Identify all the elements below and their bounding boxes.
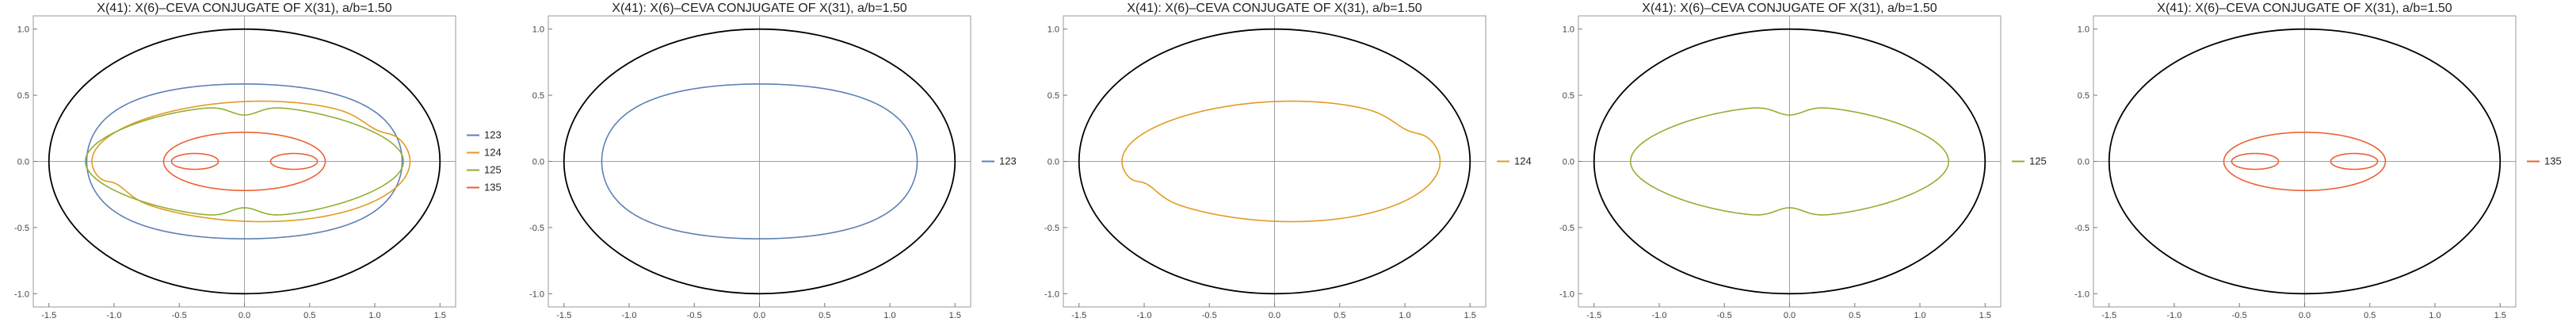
series-124-curve [91,100,411,223]
x-tick-label: 1.5 [434,311,446,320]
x-tick-label: -1.5 [1071,311,1086,320]
x-tick-label: 0.5 [1334,311,1345,320]
chart-title: X(41): X(6)–CEVA CONJUGATE OF X(31), a/b… [1127,2,1422,15]
x-tick-label: -0.5 [1717,311,1732,320]
chart-panel-1: X(41): X(6)–CEVA CONJUGATE OF X(31), a/b… [14,2,502,320]
x-tick-label: -1.0 [622,311,637,320]
series-123-curve [86,83,403,240]
series-135-curve [162,131,326,192]
y-tick-label: -0.5 [2074,224,2089,233]
y-tick-label: -0.5 [1559,224,1574,233]
x-tick-label: -0.5 [687,311,702,320]
legend-label-123: 123 [484,129,502,141]
x-tick-label: -0.5 [2232,311,2247,320]
chart-title: X(41): X(6)–CEVA CONJUGATE OF X(31), a/b… [97,2,392,15]
legend-label-125: 125 [484,164,502,176]
y-tick-label: -1.0 [2074,289,2089,299]
x-tick-label: 0.5 [2364,311,2376,320]
y-tick-label: 0.5 [1048,91,1059,101]
x-tick-label: -1.0 [2167,311,2182,320]
reference-ellipse [1078,28,1471,295]
x-tick-label: -1.0 [1652,311,1667,320]
chart-title: X(41): X(6)–CEVA CONJUGATE OF X(31), a/b… [1642,2,1937,15]
y-tick-label: 0.0 [2078,158,2089,167]
x-tick-label: 0.5 [303,311,315,320]
y-tick-label: 1.0 [1048,25,1059,35]
x-tick-label: -1.0 [107,311,122,320]
y-tick-label: 0.5 [532,91,544,101]
series-135-curve [170,152,219,171]
series-123-curve [601,83,918,240]
x-tick-label: -1.0 [1137,311,1152,320]
series-135-curve [269,152,319,171]
chart-panel-4: X(41): X(6)–CEVA CONJUGATE OF X(31), a/b… [1559,2,2047,320]
x-tick-label: 0.5 [819,311,830,320]
y-tick-label: 1.0 [1563,25,1574,35]
x-tick-label: 1.5 [1979,311,1991,320]
x-tick-label: 1.0 [2429,311,2441,320]
x-tick-label: 1.5 [2494,311,2506,320]
x-tick-label: 1.5 [1464,311,1476,320]
y-tick-label: -1.0 [529,289,544,299]
x-tick-label: 0.0 [2299,311,2311,320]
x-tick-label: -1.5 [41,311,56,320]
series-125-curve [84,107,405,216]
y-tick-label: -0.5 [529,224,544,233]
x-tick-label: -0.5 [172,311,187,320]
y-tick-label: -1.0 [1044,289,1059,299]
reference-ellipse [563,28,956,295]
x-tick-label: 0.0 [1269,311,1280,320]
legend-label-135: 135 [484,182,502,194]
y-tick-label: 0.5 [1563,91,1574,101]
series-135-curve [2330,152,2379,171]
reference-ellipse [1593,28,1986,295]
x-tick-label: -1.5 [556,311,571,320]
y-tick-label: 0.0 [1563,158,1574,167]
y-tick-label: -0.5 [14,224,29,233]
y-tick-label: 1.0 [532,25,544,35]
x-tick-label: -1.5 [2101,311,2116,320]
legend-label-124: 124 [484,147,502,159]
y-tick-label: -1.0 [1559,289,1574,299]
x-tick-label: 1.0 [368,311,380,320]
reference-ellipse [48,28,441,295]
x-tick-label: 0.0 [754,311,765,320]
x-tick-label: 0.0 [1784,311,1796,320]
series-135-curve [2223,131,2387,192]
legend-label-135: 135 [2544,155,2562,167]
y-tick-label: 1.0 [2078,25,2089,35]
y-tick-label: 1.0 [17,25,29,35]
series-124-curve [1121,100,1441,223]
y-tick-label: 0.5 [2078,91,2089,101]
chart-panel-5: X(41): X(6)–CEVA CONJUGATE OF X(31), a/b… [2074,2,2562,320]
chart-panel-2: X(41): X(6)–CEVA CONJUGATE OF X(31), a/b… [529,2,1017,320]
series-135-curve [2231,152,2280,171]
reference-ellipse [2108,28,2502,295]
y-tick-label: -1.0 [14,289,29,299]
y-tick-label: 0.5 [17,91,29,101]
legend-label-123: 123 [999,155,1017,167]
x-tick-label: 1.5 [949,311,961,320]
x-tick-label: 1.0 [1399,311,1410,320]
legend-label-125: 125 [2029,155,2047,167]
chart-panel-3: X(41): X(6)–CEVA CONJUGATE OF X(31), a/b… [1044,2,1532,320]
x-tick-label: -0.5 [1202,311,1217,320]
y-tick-label: 0.0 [1048,158,1059,167]
y-tick-label: 0.0 [532,158,544,167]
x-tick-label: 0.5 [1849,311,1860,320]
y-tick-label: 0.0 [17,158,29,167]
series-125-curve [1629,107,1950,216]
chart-title: X(41): X(6)–CEVA CONJUGATE OF X(31), a/b… [2157,2,2452,15]
x-tick-label: -1.5 [1586,311,1601,320]
x-tick-label: 1.0 [883,311,895,320]
chart-title: X(41): X(6)–CEVA CONJUGATE OF X(31), a/b… [612,2,907,15]
x-tick-label: 1.0 [1914,311,1925,320]
y-tick-label: -0.5 [1044,224,1059,233]
legend-label-124: 124 [1514,155,1532,167]
x-tick-label: 0.0 [239,311,250,320]
